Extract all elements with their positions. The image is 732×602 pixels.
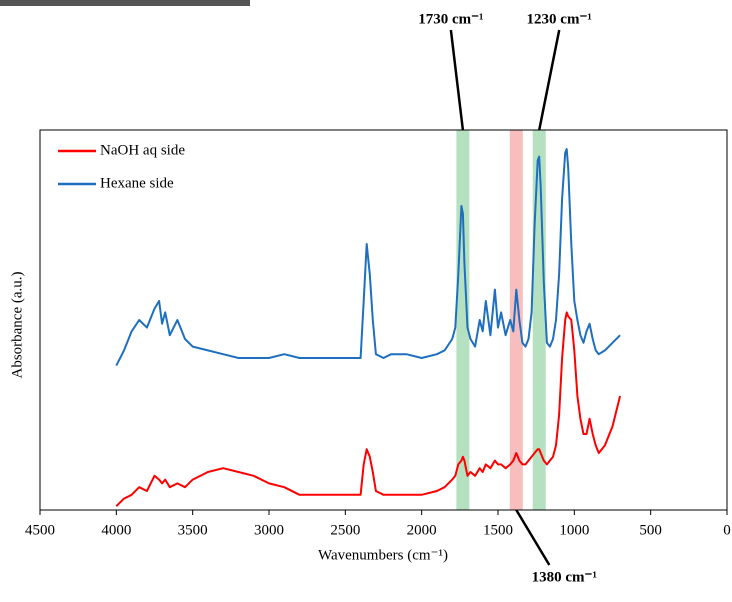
- annotation-label: 1380 cm⁻¹: [532, 569, 597, 585]
- x-tick-label: 1000: [559, 522, 589, 538]
- x-axis-label: Wavenumbers (cm⁻¹): [318, 547, 448, 563]
- spectrum-line: [115, 311, 622, 507]
- annotation-label: 1730 cm⁻¹: [418, 11, 483, 27]
- x-tick-label: 0: [723, 522, 731, 538]
- annotation-line: [537, 29, 561, 131]
- image-fragment: [0, 0, 250, 6]
- highlight-band: [509, 130, 523, 510]
- bands: [456, 130, 546, 510]
- legend-label: NaOH aq side: [100, 142, 185, 158]
- x-tick-label: 500: [639, 522, 662, 538]
- x-tick-label: 4500: [25, 522, 55, 538]
- spectrum-line: [115, 148, 621, 367]
- annotation-line: [515, 509, 551, 566]
- x-tick-label: 2500: [330, 522, 360, 538]
- legend-label: Hexane side: [100, 175, 174, 191]
- x-tick-label: 1500: [483, 522, 513, 538]
- annotation-line: [449, 29, 465, 131]
- annotation-label: 1230 cm⁻¹: [527, 11, 592, 27]
- x-tick-label: 3500: [178, 522, 208, 538]
- plot-frame: [39, 129, 728, 511]
- x-tick-label: 4000: [101, 522, 131, 538]
- y-axis-label: Absorbance (a.u.): [9, 271, 25, 378]
- x-tick-label: 3000: [254, 522, 284, 538]
- x-tick-label: 2000: [407, 522, 437, 538]
